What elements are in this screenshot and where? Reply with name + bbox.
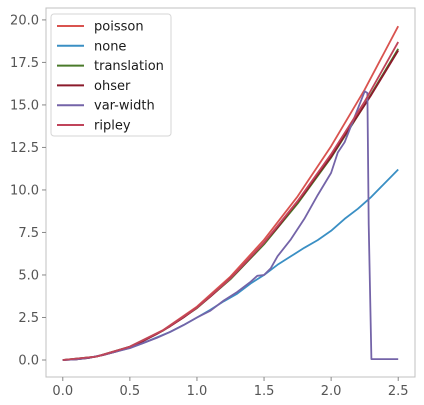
y-tick-label: 12.5	[10, 141, 39, 156]
series-layer	[62, 25, 399, 361]
y-tick-label: 10.0	[10, 183, 39, 198]
legend: poisson none translation ohser var-width ripl…	[50, 13, 172, 137]
x-axis-ticks: 0.0 0.5 1.0 1.5 2.0 2.5	[52, 377, 409, 399]
series-line-var-width	[62, 90, 399, 361]
y-tick-label: 17.5	[10, 56, 39, 71]
x-tick-label: 1.0	[187, 384, 208, 399]
x-tick-label: 2.0	[321, 384, 342, 399]
x-tick-label: 0.5	[120, 384, 141, 399]
series-line-ripley	[62, 41, 399, 361]
y-axis-ticks: 0.0 2.5 5.0 7.5 10.0 12.5 15.0 17.5 20.0	[10, 13, 46, 368]
y-tick-label: 2.5	[18, 311, 39, 326]
y-tick-label: 5.0	[18, 268, 39, 283]
y-tick-label: 20.0	[10, 13, 39, 28]
legend-label-poisson: poisson	[94, 20, 144, 35]
legend-label-translation: translation	[94, 59, 164, 74]
legend-label-ripley: ripley	[94, 119, 131, 134]
y-tick-label: 7.5	[18, 226, 39, 241]
x-tick-label: 1.5	[254, 384, 275, 399]
legend-label-var-width: var-width	[94, 99, 155, 114]
legend-label-none: none	[94, 39, 126, 54]
y-tick-label: 15.0	[10, 98, 39, 113]
y-tick-label: 0.0	[18, 353, 39, 368]
legend-label-ohser: ohser	[94, 79, 131, 94]
x-tick-label: 2.5	[388, 384, 409, 399]
x-tick-label: 0.0	[52, 384, 73, 399]
